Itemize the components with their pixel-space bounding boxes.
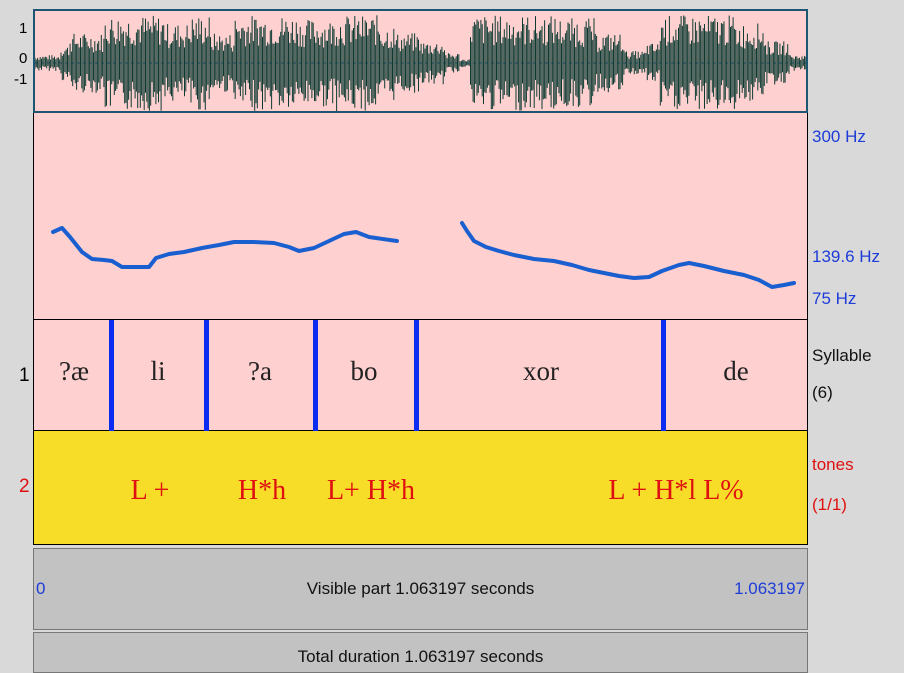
syllable-boundary[interactable] <box>204 320 209 431</box>
pitch-mid-label: 139.6 Hz <box>812 247 881 266</box>
tone-label-1[interactable]: L + <box>130 475 170 506</box>
waveform-y-label-zero: 0 <box>19 50 28 67</box>
time-start-label: 0 <box>36 579 46 598</box>
pitch-contour-2 <box>460 221 796 289</box>
tone-label-2[interactable]: H*h <box>237 475 287 506</box>
tier-2-count: (1/1) <box>812 495 847 514</box>
syllable-boundary[interactable] <box>109 320 114 431</box>
total-duration-bar[interactable]: Total duration 1.063197 seconds <box>33 632 808 673</box>
tone-label-3[interactable]: L+ H*h <box>326 475 416 506</box>
syllable-interval-4[interactable]: bo <box>350 356 378 386</box>
tier-2-name: tones <box>812 455 854 474</box>
pitch-max-label: 300 Hz <box>812 127 866 146</box>
total-duration-label: Total duration 1.063197 seconds <box>297 647 544 666</box>
waveform-y-label-max: 1 <box>19 20 28 37</box>
syllable-tier[interactable]: ?æ li ?a bo xor de <box>33 319 808 431</box>
syllable-boundary[interactable] <box>661 320 666 431</box>
syllable-interval-3[interactable]: ?a <box>248 356 272 386</box>
tone-label-4[interactable]: L + H*l L% <box>608 475 744 506</box>
waveform-y-label-min: -1 <box>14 71 28 88</box>
pitch-min-label: 75 Hz <box>812 289 857 308</box>
visible-part-bar[interactable]: 0 Visible part 1.063197 seconds 1.063197 <box>33 548 808 630</box>
tier-2-number: 2 <box>19 476 30 497</box>
waveform-signal <box>35 15 806 111</box>
syllable-interval-5[interactable]: xor <box>523 356 559 386</box>
syllable-interval-6[interactable]: de <box>723 356 749 386</box>
tier-1-number: 1 <box>19 365 30 386</box>
syllable-interval-2[interactable]: li <box>150 356 166 386</box>
pitch-plot <box>51 221 796 289</box>
waveform-plot <box>35 15 806 111</box>
waveform-pane[interactable] <box>33 9 808 113</box>
tier-1-count: (6) <box>812 383 833 402</box>
syllable-interval-1[interactable]: ?æ <box>59 356 89 386</box>
visible-part-label: Visible part 1.063197 seconds <box>306 579 535 598</box>
syllable-boundary[interactable] <box>313 320 318 431</box>
tier-1-name: Syllable <box>812 346 872 365</box>
tones-tier[interactable]: L + H*h L+ H*h L + H*l L% <box>33 431 808 545</box>
time-end-label: 1.063197 <box>734 579 805 598</box>
pitch-pane[interactable] <box>33 113 808 319</box>
syllable-boundary[interactable] <box>414 320 419 431</box>
pitch-contour-1 <box>51 226 399 269</box>
